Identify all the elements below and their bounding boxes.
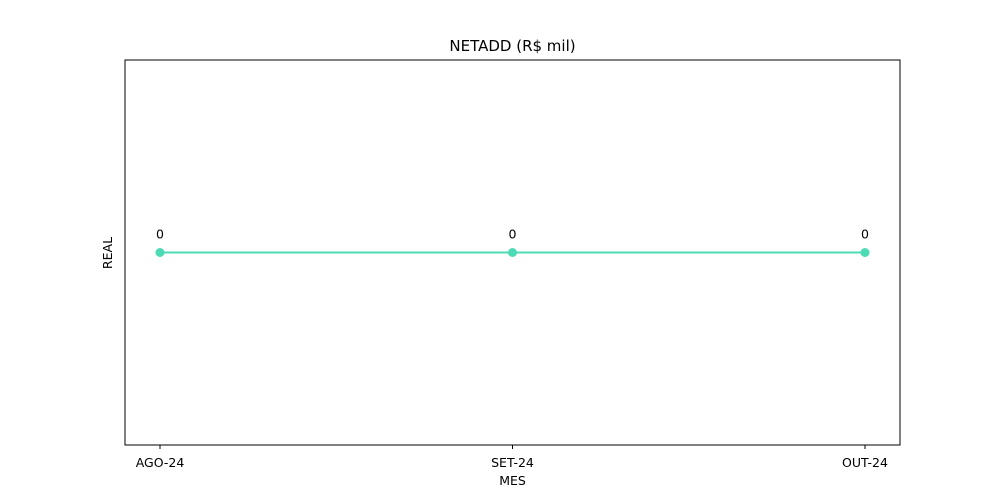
data-point-marker	[508, 248, 517, 257]
data-labels: 0 0 0	[156, 227, 869, 242]
x-axis-label: MES	[499, 473, 526, 488]
x-tick-label: OUT-24	[842, 455, 888, 470]
x-tick-label: AGO-24	[136, 455, 185, 470]
data-point-marker	[155, 248, 165, 257]
data-value-label: 0	[509, 227, 517, 242]
x-tick-label: SET-24	[491, 455, 534, 470]
data-value-label: 0	[861, 227, 869, 242]
y-axis-label: REAL	[100, 237, 115, 269]
chart-title: NETADD (R$ mil)	[449, 37, 575, 55]
x-axis-ticks: AGO-24 SET-24 OUT-24	[136, 445, 888, 470]
data-value-label: 0	[156, 227, 164, 242]
data-point-marker	[860, 248, 870, 257]
series-layer	[155, 248, 870, 257]
